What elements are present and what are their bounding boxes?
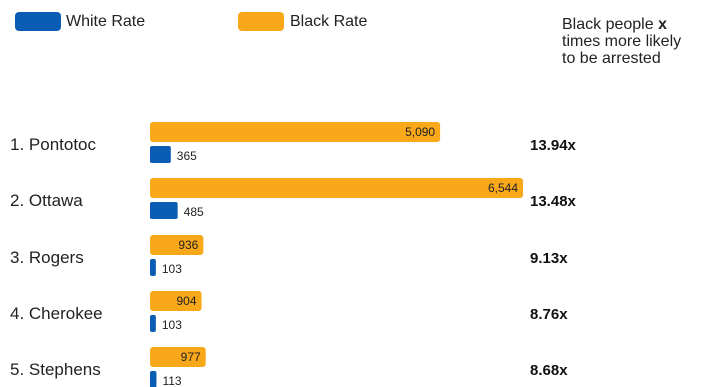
legend-label-black: Black Rate [290,13,368,30]
ratio-value: 8.68x [530,362,568,379]
bar-black-rate [150,122,441,142]
bar-black-rate [150,178,523,198]
ratio-value: 13.48x [530,193,577,210]
category-label: 5. Stephens [10,360,101,379]
value-label-white: 485 [184,205,204,219]
value-label-white: 103 [162,318,182,332]
bar-white-rate [150,315,156,332]
bar-white-rate [150,259,156,276]
category-label: 4. Cherokee [10,304,103,323]
value-label-white: 103 [162,262,182,276]
ratio-value: 13.94x [530,137,577,154]
bar-black-rate [150,347,206,367]
ratio-value: 8.76x [530,306,568,323]
legend-label-white: White Rate [66,13,146,30]
bar-white-rate [150,202,178,219]
bar-white-rate [150,146,171,163]
category-label: 3. Rogers [10,248,84,267]
value-label-black: 5,090 [405,125,435,139]
bar-white-rate [150,371,157,387]
category-label: 2. Ottawa [10,191,83,210]
value-label-white: 365 [177,149,197,163]
value-label-white: 113 [162,374,181,387]
category-label: 1. Pontotoc [10,135,97,154]
bar-black-rate [150,235,204,255]
ratio-header-suffix: times more likely to be arrested [562,33,682,67]
ratio-value: 9.13x [530,250,568,267]
bar-black-rate [150,291,202,311]
legend-swatch-white [15,12,61,31]
ratio-header-emphasis: x [658,16,667,33]
value-label-black: 904 [176,294,196,308]
value-label-black: 6,544 [488,181,518,195]
legend-swatch-black [238,12,284,31]
value-label-black: 936 [178,238,198,252]
value-label-black: 977 [181,350,201,364]
ratio-header-prefix: Black people [562,16,659,33]
ratio-column-header: Black people x times more likely to be a… [562,16,692,67]
